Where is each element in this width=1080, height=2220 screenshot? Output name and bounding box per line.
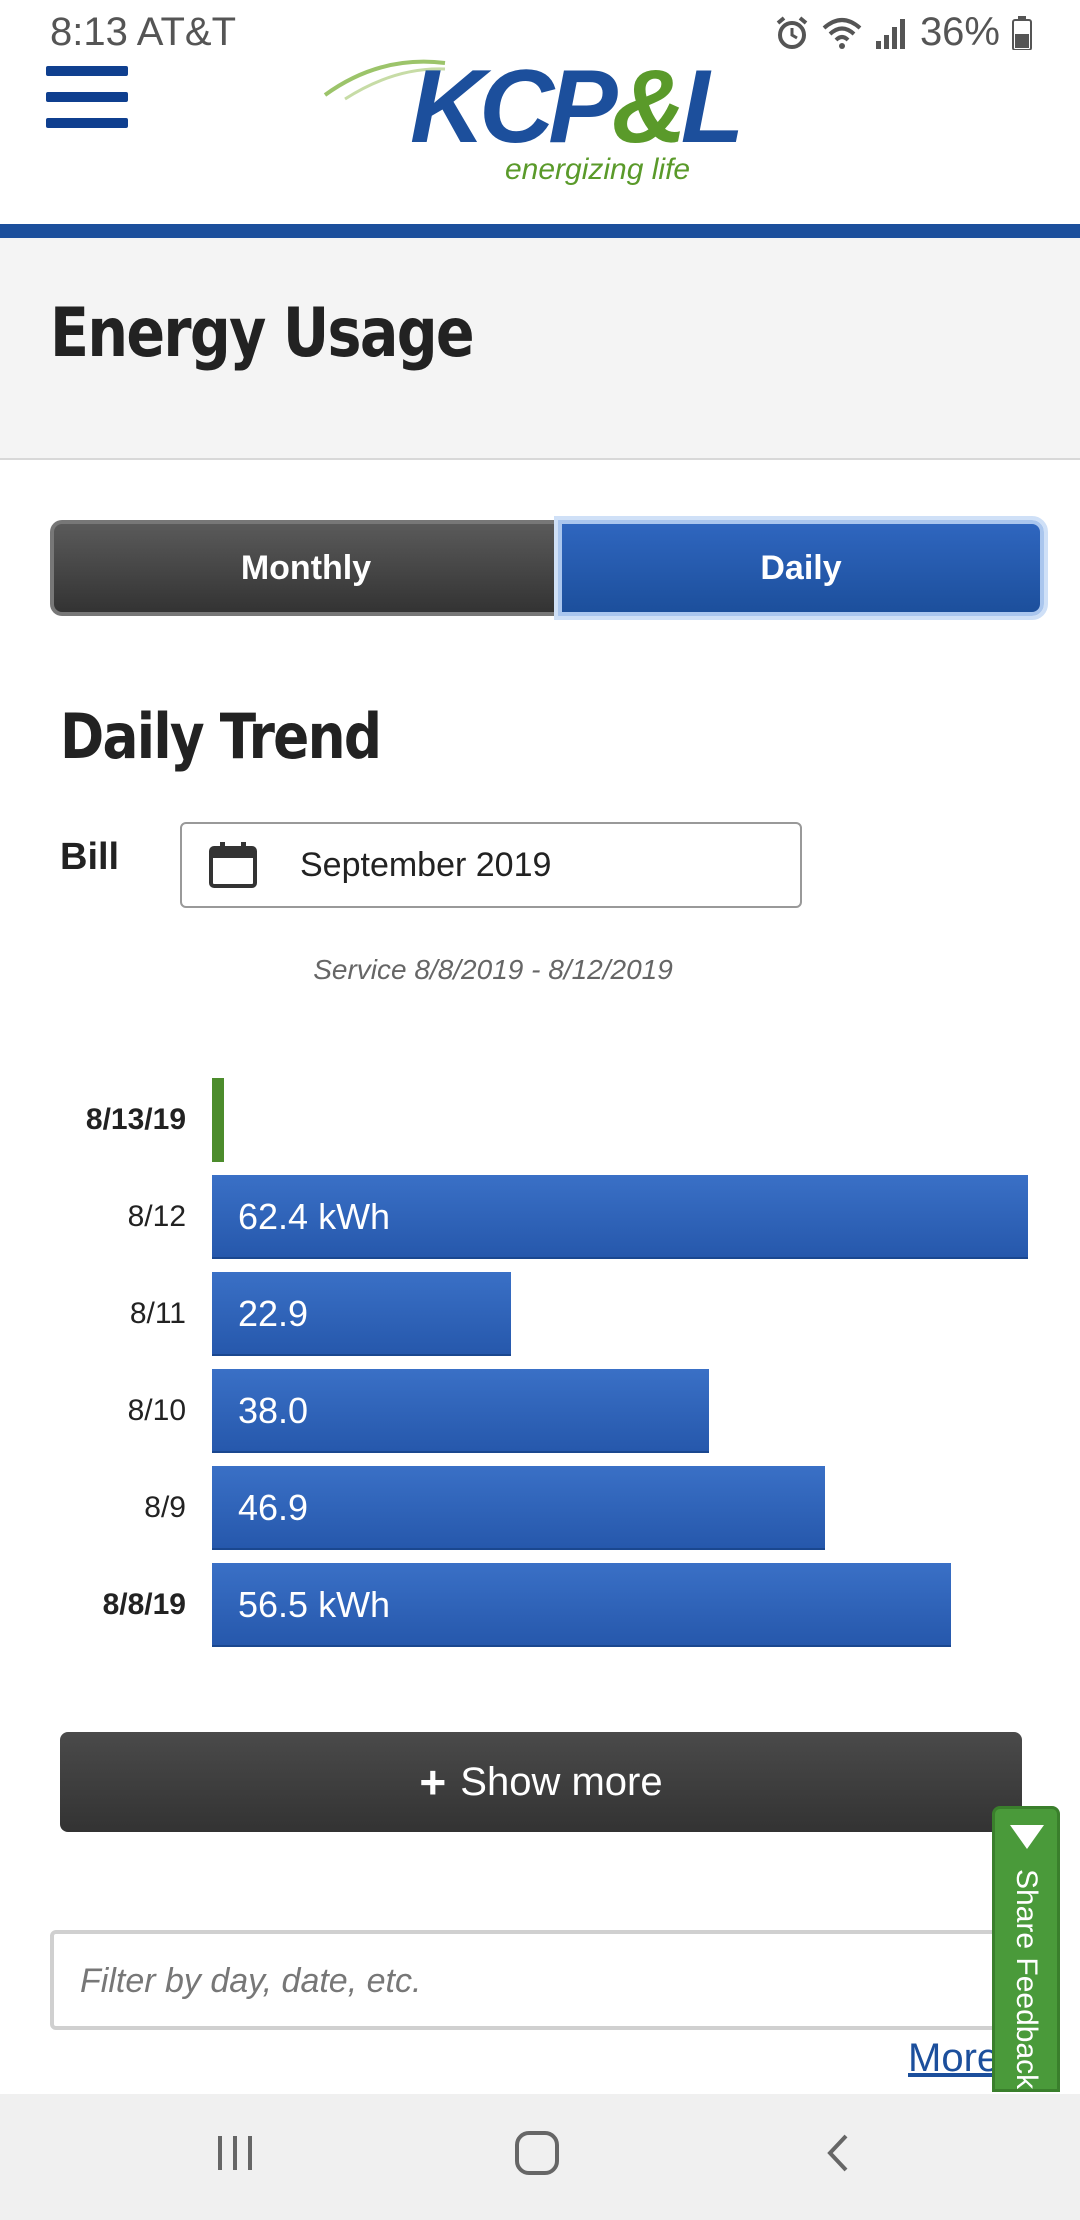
chart-row[interactable]: 8/12 62.4 kWh [0, 1175, 1080, 1259]
chart-bar-value: 38.0 [238, 1390, 309, 1431]
chart-row[interactable]: 8/10 38.0 [0, 1369, 1080, 1453]
status-time: 8:13 AT&T [50, 10, 237, 54]
logo-tagline: energizing life [505, 153, 691, 186]
page-title-band: Energy Usage [0, 238, 1080, 460]
chart-bar-value: 46.9 [238, 1487, 309, 1528]
chart-bar[interactable]: 46.9 [212, 1466, 825, 1550]
chart-category-label: 8/9 [144, 1491, 186, 1524]
status-bar: 8:13 AT&T 36% [0, 0, 1080, 66]
chart-bar[interactable]: 56.5 kWh [212, 1563, 951, 1647]
chart-category-label: 8/13/19 [85, 1103, 186, 1136]
chart-bar-value: 62.4 kWh [238, 1196, 391, 1237]
chart-bar[interactable]: 38.0 [212, 1369, 709, 1453]
tab-monthly[interactable]: Monthly [50, 520, 558, 616]
wifi-icon [822, 17, 862, 49]
signal-icon [875, 18, 905, 49]
chart-bar-value: 22.9 [238, 1293, 309, 1334]
share-feedback-label: Share Feedback [1010, 1869, 1043, 2090]
chart-row[interactable]: 8/9 46.9 [0, 1466, 1080, 1550]
chart-category-label: 8/12 [127, 1200, 186, 1233]
daily-usage-chart: 8/13/19 8/12 62.4 kWh 8/11 22.9 8/10 38.0 8/9 46… [0, 1060, 1080, 1660]
page-title: Energy Usage [50, 294, 475, 373]
show-more-label: Show more [460, 1759, 663, 1804]
hamburger-menu-icon[interactable] [46, 62, 128, 132]
triangle-down-icon [1010, 1825, 1044, 1849]
chart-row[interactable]: 8/11 22.9 [0, 1272, 1080, 1356]
service-period: Service 8/8/2019 - 8/12/2019 [313, 954, 673, 985]
bill-label: Bill [60, 836, 120, 878]
alarm-icon [776, 15, 808, 49]
tab-daily[interactable]: Daily [554, 516, 1048, 620]
show-more-button[interactable]: + Show more [60, 1732, 1022, 1832]
system-nav-bar [0, 2094, 1080, 2220]
chart-category-label: 8/10 [127, 1394, 186, 1427]
chart-bar[interactable]: 62.4 kWh [212, 1175, 1028, 1259]
back-icon[interactable] [816, 2130, 862, 2176]
more-link[interactable]: More [908, 2036, 1000, 2080]
recent-apps-icon[interactable] [212, 2130, 258, 2176]
logo-swoosh-icon [323, 59, 446, 101]
calendar-icon [209, 842, 257, 888]
bill-period-value: September 2019 [300, 846, 552, 884]
chart-bar-current-day[interactable] [212, 1078, 224, 1162]
battery-percent: 36% [919, 10, 1000, 54]
home-icon[interactable] [514, 2130, 560, 2176]
filter-input[interactable] [80, 1958, 960, 2004]
chart-row[interactable]: 8/13/19 [0, 1060, 1080, 1162]
chart-category-label: 8/11 [129, 1297, 186, 1330]
view-toggle: Monthly Daily [50, 516, 1048, 620]
chart-category-label: 8/8/19 [102, 1588, 186, 1621]
logo-brand: KCP&L [410, 49, 744, 165]
chart-bar[interactable]: 22.9 [212, 1272, 511, 1356]
chart-bar-value: 56.5 kWh [238, 1584, 391, 1625]
filter-field[interactable] [50, 1930, 1050, 2030]
section-title: Daily Trend [60, 700, 382, 773]
battery-icon [1012, 15, 1032, 50]
share-feedback-tab[interactable]: Share Feedback [992, 1806, 1060, 2092]
chart-row[interactable]: 8/8/19 56.5 kWh [0, 1563, 1080, 1647]
kcpl-logo[interactable]: KCP&L energizing life [320, 49, 744, 195]
plus-icon: + [419, 1756, 447, 1808]
bill-period-select[interactable]: September 2019 [180, 822, 802, 908]
status-icons: 36% [774, 10, 1032, 55]
